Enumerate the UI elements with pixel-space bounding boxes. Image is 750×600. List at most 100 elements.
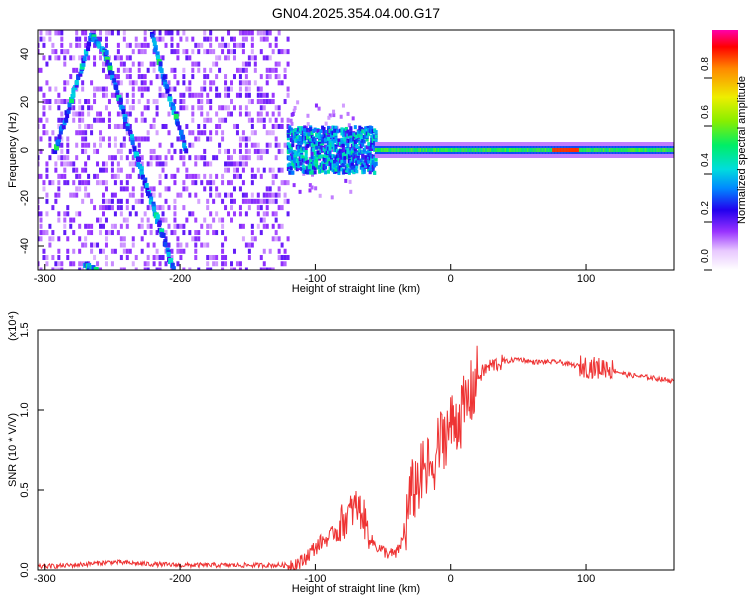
spectrogram-cell [642,148,646,152]
spectrogram-cell [39,223,43,229]
x-tick-label: -300 [34,273,56,285]
spectrogram-cell [110,161,114,167]
spectrogram-cell [253,142,257,148]
spectrogram-cell [84,180,88,186]
spectrogram-cell [116,42,120,48]
spectrogram-cell [182,49,186,55]
spectrogram-cell [125,205,129,211]
spectrogram-cell [51,230,55,236]
spectrogram-cell [203,148,207,154]
spectrogram-cell [625,148,628,152]
spectrogram-cell [232,186,236,192]
spectrogram-cell [671,148,674,152]
spectrogram-cell [206,111,210,117]
spectrogram-cell [168,258,174,264]
spectrogram-cell [586,148,589,152]
spectrogram-cell [140,49,144,55]
spectrogram-cell [203,30,207,36]
spectrogram-cell [194,155,198,161]
spectrogram-cell [54,192,58,198]
spectrogram-cell [158,173,162,179]
spectrogram-cell [173,74,177,80]
spectrogram-cell [191,61,195,67]
spectrogram-cell [81,130,85,136]
spectrogram-cell [241,42,245,48]
spectrogram-cell [230,217,234,223]
spectrogram-cell [215,111,219,117]
spectrogram-cell [119,205,123,211]
spectrogram-cell [90,130,94,136]
spectrogram-cell [206,205,210,211]
spectrogram-cell [197,92,201,98]
spectrogram-cell [182,99,186,105]
spectrogram-cell [116,74,120,80]
spectrogram-cell [130,140,135,146]
spectrogram-cell [90,223,94,229]
spectrogram-cell [158,55,162,61]
spectrogram-cell [134,255,138,261]
spectrogram-cell [253,55,257,61]
spectrogram-cell [509,148,512,152]
spectrogram-cell [587,148,591,152]
spectrogram-cell [385,148,388,152]
spectrogram-cell [286,36,290,42]
spectrogram-cell [209,211,213,217]
spectrogram-cell [119,111,123,117]
spectrogram-cell [81,136,85,142]
spectrogram-cell [84,36,88,42]
spectrogram-cell [590,148,594,152]
spectrogram-cell [289,145,293,150]
spectrogram-cell [332,163,336,168]
spectrogram-cell [235,130,239,136]
spectrogram-cell [637,148,640,152]
x-tick-label: -100 [304,273,326,285]
spectrogram-cell [99,111,103,117]
spectrogram-cell [75,142,79,148]
snr-series-line [38,345,674,570]
spectrogram-cell [362,139,366,144]
spectrogram-cell [63,173,67,179]
spectrogram-cell [297,149,301,154]
spectrogram-cell [143,177,148,183]
spectrogram-cell [271,67,275,73]
spectrogram-cell [352,170,356,175]
spectrogram-cell [182,67,186,73]
spectrogram-cell [343,137,347,142]
spectrogram-cell [101,161,105,167]
spectrogram-cell [66,155,70,161]
spectrogram-cell [359,131,363,136]
spectrogram-cell [575,148,579,152]
spectrogram-cell [66,142,70,148]
spectrogram-cell [38,86,40,92]
spectrogram-cell [57,255,61,261]
spectrogram-cell [143,74,147,80]
spectrogram-cell [283,67,287,73]
spectrogram-cell [182,105,186,111]
spectrogram-cell [218,148,222,154]
spectrogram-cell [197,236,201,242]
spectrogram-cell [470,148,473,152]
spectrogram-cell [51,42,55,48]
spectrogram-cell [459,148,463,152]
spectrogram-cell [244,136,248,142]
spectrogram-cell [149,123,153,129]
spectrogram-cell [166,251,171,257]
spectrogram-cell [60,261,64,267]
spectrogram-cell [221,230,225,236]
spectrogram-cell [244,211,248,217]
spectrogram-cell [253,80,257,86]
spectrogram-cell [218,92,222,98]
spectrogram-cell [110,173,114,179]
spectrogram-cell [215,92,219,98]
spectrogram-cell [291,143,295,148]
spectrogram-cell [146,42,150,48]
spectrogram-cell [99,248,103,254]
spectrogram-cell [616,148,619,152]
spectrogram-cell [128,173,132,179]
spectrogram-cell [238,86,242,92]
spectrogram-cell [250,198,254,204]
spectrogram-cell [238,205,242,211]
spectrogram-cell [265,111,269,117]
spectrogram-cell [179,92,183,98]
spectrogram-cell [356,156,360,161]
